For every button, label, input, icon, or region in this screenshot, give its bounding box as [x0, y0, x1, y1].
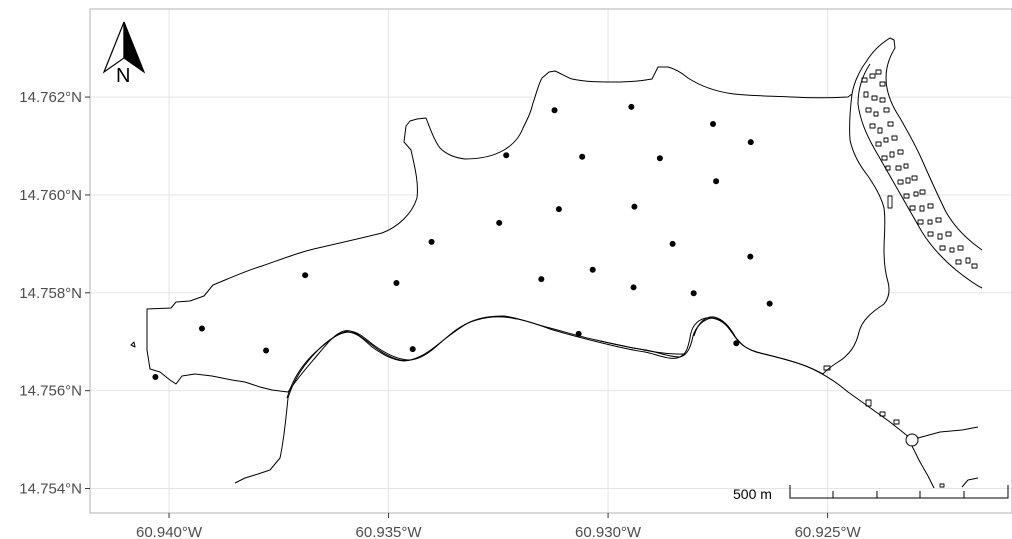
sample-point — [710, 120, 717, 127]
sample-point — [503, 152, 510, 159]
roundabout — [905, 433, 919, 447]
sample-point — [589, 266, 596, 273]
town-road-west — [851, 37, 983, 251]
sample-point — [409, 346, 416, 353]
sample-point — [198, 325, 205, 332]
sample-point — [733, 340, 740, 347]
scale-bar-label: 500 m — [733, 486, 772, 502]
jetty — [130, 341, 136, 348]
sample-point — [669, 240, 676, 247]
sample-point — [496, 219, 503, 226]
sample-point — [393, 280, 400, 287]
sample-point — [630, 284, 637, 291]
x-tick-label: 60.935°W — [356, 524, 423, 539]
coastline-road — [234, 315, 913, 484]
sample-point — [579, 153, 586, 160]
y-tick-label: 14.756°N — [19, 383, 82, 400]
sample-point — [302, 272, 309, 279]
y-tick-label: 14.754°N — [19, 481, 82, 498]
sample-point — [690, 290, 697, 297]
sample-point — [747, 139, 754, 146]
town-road-east — [857, 63, 983, 289]
north-arrow: N — [102, 21, 146, 87]
axes: 60.940°W 60.935°W 60.930°W 60.925°W 14.762°N… — [19, 89, 861, 539]
sample-point — [551, 107, 558, 114]
y-tick-label: 14.760°N — [19, 187, 82, 204]
sample-point — [631, 203, 638, 210]
sample-points — [152, 103, 773, 380]
north-arrow-label: N — [116, 65, 130, 87]
coastline-road-2 — [286, 316, 736, 399]
road-east — [917, 426, 979, 439]
sample-point — [152, 373, 159, 380]
y-tick-label: 14.758°N — [19, 285, 82, 302]
y-tick-label: 14.762°N — [19, 89, 82, 106]
x-tick-label: 60.930°W — [575, 524, 642, 539]
road-south — [911, 445, 935, 489]
study-area-layer — [130, 37, 983, 489]
road-south-east — [961, 477, 979, 488]
x-tick-label: 60.925°W — [795, 524, 862, 539]
sample-point — [628, 103, 635, 110]
scale-bar: 500 m — [733, 485, 1009, 502]
sample-point — [766, 300, 773, 307]
sample-point — [538, 276, 545, 283]
sample-point — [575, 330, 582, 337]
x-tick-label: 60.940°W — [136, 524, 203, 539]
sample-point — [555, 206, 562, 213]
sample-point — [263, 347, 270, 354]
town-buildings — [823, 69, 978, 488]
sample-point — [747, 253, 754, 260]
sample-point — [713, 178, 720, 185]
sample-point — [428, 238, 435, 245]
map-panel-border — [89, 8, 1012, 514]
scale-bar-ticks — [789, 485, 1009, 499]
sample-point — [656, 155, 663, 162]
